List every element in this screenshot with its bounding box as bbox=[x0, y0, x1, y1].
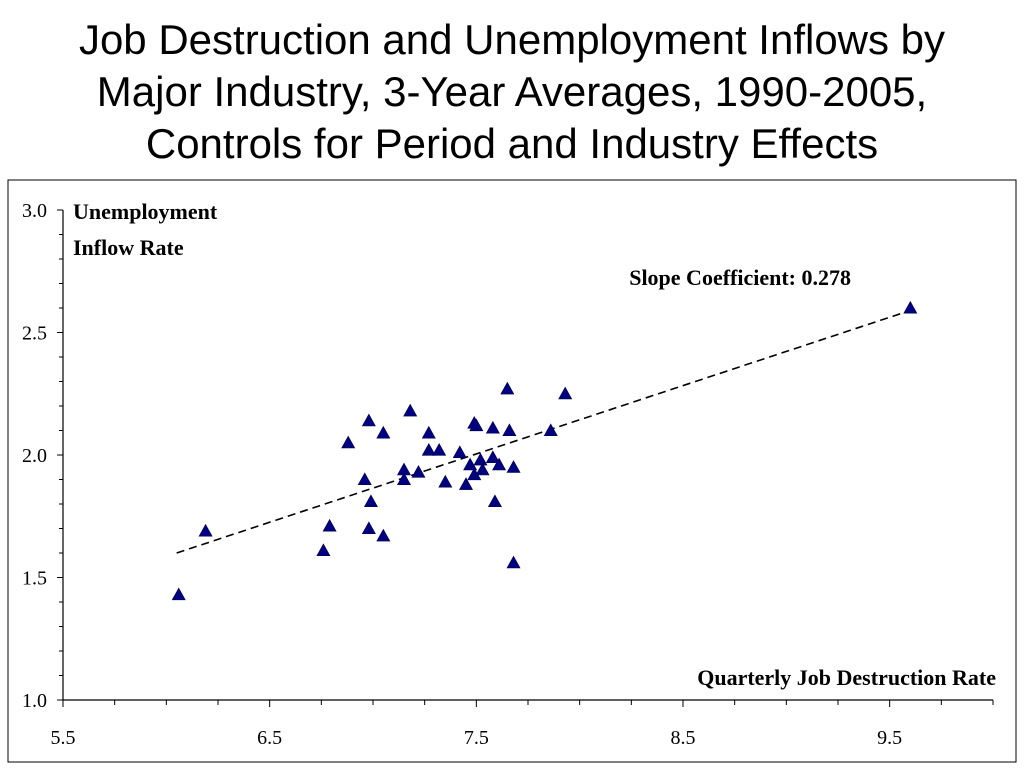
y-axis-title-line-2: Inflow Rate bbox=[73, 235, 184, 260]
data-point bbox=[475, 462, 490, 476]
data-point bbox=[363, 494, 378, 508]
data-point bbox=[438, 474, 453, 488]
data-point bbox=[487, 494, 502, 508]
slope-annotation: Slope Coefficient: 0.278 bbox=[629, 265, 851, 290]
data-point bbox=[403, 403, 418, 417]
data-point bbox=[473, 452, 488, 466]
data-points bbox=[171, 300, 918, 601]
page-title: Job Destruction and Unemployment Inflows… bbox=[0, 14, 1024, 170]
data-point bbox=[421, 425, 436, 439]
data-point bbox=[361, 521, 376, 535]
data-point bbox=[421, 442, 436, 456]
x-tick-label: 5.5 bbox=[51, 727, 76, 749]
data-point bbox=[558, 386, 573, 400]
y-tick-labels: 1.0 1.5 2.0 2.5 3.0 bbox=[22, 200, 47, 712]
x-axis-title: Quarterly Job Destruction Rate bbox=[697, 665, 996, 690]
data-point bbox=[341, 435, 356, 449]
data-point bbox=[361, 413, 376, 427]
data-point bbox=[903, 300, 918, 314]
y-tick-label: 1.0 bbox=[22, 690, 47, 712]
trend-line bbox=[176, 309, 911, 554]
y-tick-label: 1.5 bbox=[22, 568, 47, 590]
data-point bbox=[316, 543, 331, 557]
x-tick-labels: 5.5 6.5 7.5 8.5 9.5 bbox=[51, 727, 903, 749]
data-point bbox=[452, 445, 467, 459]
data-point bbox=[469, 418, 484, 432]
data-point bbox=[376, 528, 391, 542]
title-line-2: Major Industry, 3-Year Averages, 1990-20… bbox=[96, 68, 928, 115]
x-ticks bbox=[62, 700, 994, 707]
data-point bbox=[411, 465, 426, 478]
y-tick-label: 2.5 bbox=[22, 323, 47, 345]
data-point bbox=[492, 457, 507, 471]
data-point bbox=[171, 587, 186, 601]
data-point bbox=[506, 460, 521, 473]
data-point bbox=[543, 423, 558, 437]
x-tick-label: 8.5 bbox=[671, 727, 696, 749]
data-point bbox=[432, 442, 447, 456]
data-point bbox=[376, 425, 391, 439]
data-point bbox=[500, 381, 515, 395]
data-point bbox=[463, 457, 478, 471]
data-point bbox=[458, 477, 474, 490]
data-point bbox=[396, 472, 412, 486]
data-point bbox=[357, 472, 372, 486]
chart-frame bbox=[7, 179, 1017, 763]
x-tick-label: 9.5 bbox=[877, 727, 902, 749]
title-line-3: Controls for Period and Industry Effects bbox=[145, 120, 879, 167]
data-point bbox=[322, 518, 337, 532]
y-tick-label: 2.0 bbox=[22, 445, 47, 467]
data-point bbox=[198, 523, 213, 537]
data-point bbox=[506, 555, 521, 569]
y-axis-title-line-1: Unemployment bbox=[73, 199, 218, 224]
data-point bbox=[485, 450, 500, 463]
x-tick-label: 6.5 bbox=[257, 727, 282, 749]
data-point bbox=[502, 423, 517, 437]
title-line-1: Job Destruction and Unemployment Inflows… bbox=[78, 16, 946, 63]
data-point bbox=[485, 420, 500, 434]
y-tick-label: 3.0 bbox=[22, 200, 47, 222]
y-ticks bbox=[57, 209, 63, 701]
x-tick-label: 7.5 bbox=[464, 727, 489, 749]
